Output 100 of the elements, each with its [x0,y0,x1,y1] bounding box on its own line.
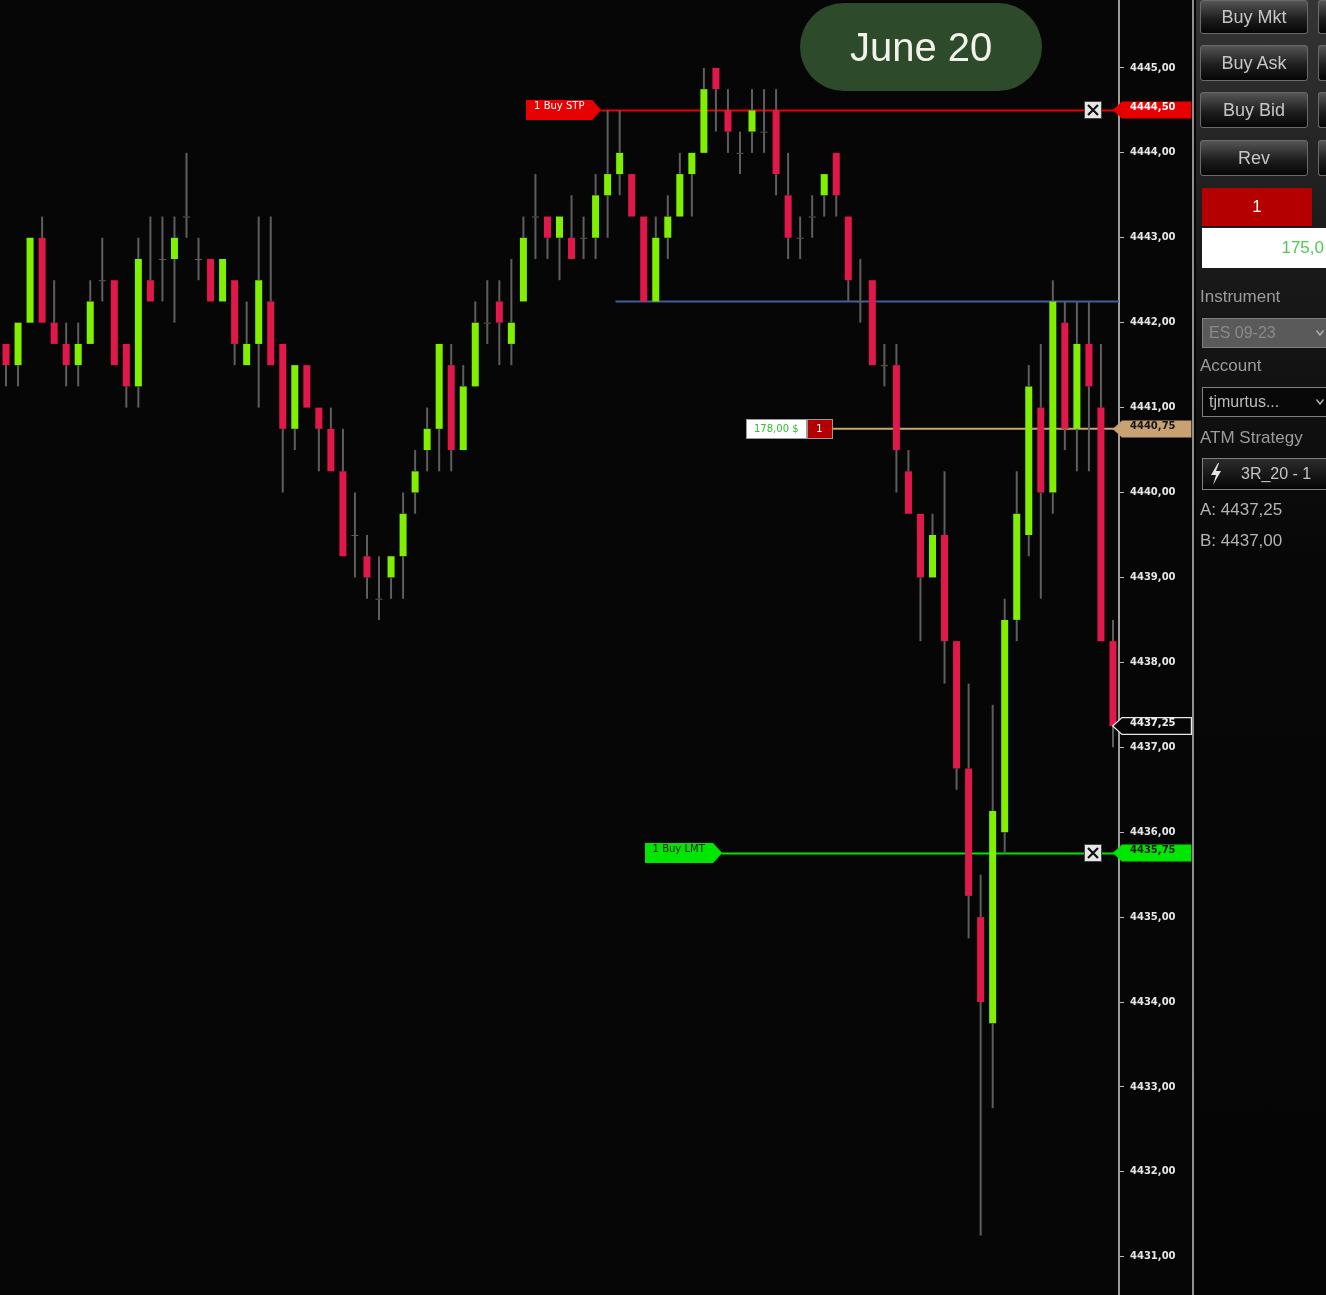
candlestick [1097,343,1105,642]
badge: June 20 [800,3,1043,91]
y-tick-label: 4439,00 [1130,571,1176,583]
candlestick [880,343,888,387]
candlestick [1073,301,1081,472]
candlestick [351,492,359,578]
candlestick [279,343,287,493]
candlestick [134,237,142,408]
candlestick [110,280,118,366]
candlestick [375,556,383,620]
candlestick [736,131,744,175]
candlestick [2,343,10,387]
annotation: 1 [816,423,823,435]
candlestick [14,322,22,387]
y-tick-label: 4433,00 [1130,1080,1176,1092]
candlestick [98,237,106,302]
candlestick [447,343,455,472]
candlestick [195,237,203,281]
candlestick [916,513,924,642]
candlestick [724,89,732,153]
y-tick-label: 4442,00 [1130,316,1176,328]
button: Buy Ask [1200,45,1308,81]
candlestick [243,301,251,366]
text: 4437,25 [1130,717,1176,729]
annotation: 1 Buy LMT [652,843,705,855]
y-tick-label: 4431,00 [1130,1250,1176,1262]
candlestick [86,280,94,344]
candlestick [543,216,551,259]
candlestick [158,216,166,302]
candlestick [664,195,672,259]
candlestick [1037,343,1045,599]
dropdown-field: tjmurtus... [1202,387,1326,417]
y-tick-label: 4438,00 [1130,655,1176,667]
text: A: 4437,25 [1200,500,1283,520]
candlestick [483,280,491,344]
candlestick [387,556,395,599]
text: B: 4437,00 [1200,531,1283,551]
candlestick [977,874,985,1236]
candlestick [832,152,840,217]
candlestick [339,428,347,557]
candlestick [592,174,600,259]
candlestick [1013,471,1021,642]
candlestick [856,259,864,323]
y-tick-label: 4436,00 [1130,825,1176,837]
candlestick [170,216,178,323]
candlestick [1085,301,1093,472]
candlestick [868,280,876,366]
y-tick-label: 4432,00 [1130,1165,1176,1177]
ref-line-label: 4440,75 [1130,419,1176,431]
candlestick [183,152,190,238]
candlestick [676,152,684,217]
y-tick-label: 4444,00 [1130,146,1176,158]
candlestick [965,683,973,939]
candlestick [748,89,756,153]
ref-line-label: 4435,75 [1130,844,1176,856]
candlestick [808,195,816,238]
candlestick [231,280,239,366]
candlestick [1061,301,1069,451]
text: ATM Strategy [1200,428,1303,448]
candlestick [929,513,936,578]
candlestick [459,365,467,451]
candlestick [640,216,648,302]
candlestick [796,216,804,259]
candlestick [1049,280,1057,514]
candlestick [435,343,443,472]
candlestick [941,471,949,684]
candlestick [62,322,70,387]
candlestick [1025,365,1033,557]
y-tick-label: 4434,00 [1130,995,1176,1007]
candlestick [327,407,335,472]
candlestick [760,89,768,153]
candlestick [568,195,576,259]
value-field: 175,0 [1202,228,1326,268]
candlestick [556,216,563,281]
candlestick [628,174,636,217]
y-tick-label: 4441,00 [1130,401,1176,413]
candlestick [363,534,371,599]
candlestick [1001,598,1009,854]
button: Buy Bid [1200,92,1308,128]
candlestick [267,216,275,366]
button: Rev [1200,140,1308,176]
candlestick [688,152,696,217]
y-tick-label: 4440,00 [1130,486,1176,498]
annotation: 178,00 $ [754,423,799,435]
y-tick-label: 4435,00 [1130,910,1176,922]
y-tick-label: 4437,00 [1130,740,1176,752]
candlestick [255,216,263,408]
text: Instrument [1200,287,1281,307]
candlestick [772,89,780,196]
candlestick [207,259,215,302]
candlestick [784,152,792,259]
candlestick [50,280,58,344]
candlestick [531,174,539,259]
candlestick [122,343,130,408]
dropdown-field: 3R_20 - 1 [1202,458,1326,490]
candlestick [519,216,527,302]
candlestick [700,67,708,153]
candlestick [219,259,227,302]
candlestick [315,407,323,472]
candlestick [989,704,997,1109]
